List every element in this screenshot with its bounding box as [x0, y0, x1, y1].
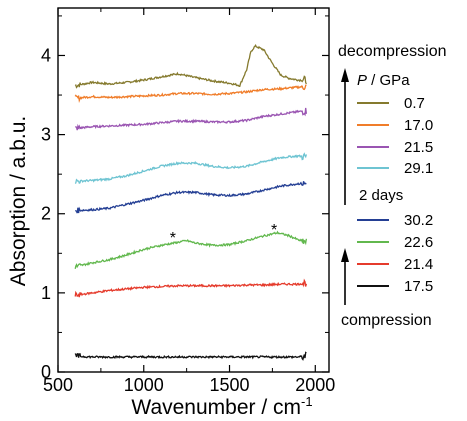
annotation-decompression: decompression	[338, 43, 447, 60]
y-tick-label: 1	[41, 283, 51, 303]
legend-label-22-6: 22.6	[404, 234, 433, 251]
x-tick-label: 2000	[295, 375, 335, 395]
plot-frame	[57, 7, 330, 373]
peak-marker: *	[170, 230, 176, 247]
legend-label-29-1: 29.1	[404, 160, 433, 177]
x-tick-label: 500	[43, 375, 73, 395]
y-tick-label: 4	[41, 45, 51, 65]
y-tick-label: 3	[41, 125, 51, 145]
legend-label-21-4: 21.4	[404, 256, 433, 273]
series-line-22-6	[74, 230, 308, 269]
x-tick-label: 1000	[124, 375, 164, 395]
series-line-29-1	[74, 152, 308, 184]
compression-arrow-head	[341, 248, 349, 262]
decompression-arrow-head	[341, 68, 349, 82]
legend: decompression P / GPa 0.7 17.0 21.5 29.12 day…	[338, 43, 447, 329]
legend-label-30-2: 30.2	[404, 212, 433, 229]
annotation-2-days: 2 days	[359, 187, 403, 204]
legend-title: P / GPa	[357, 72, 410, 89]
legend-label-17-5: 17.5	[404, 278, 433, 295]
series-line-0-7	[74, 43, 307, 89]
x-tick-label: 1500	[209, 375, 249, 395]
legend-label-0-7: 0.7	[404, 95, 425, 112]
legend-label-21-5: 21.5	[404, 139, 433, 156]
axes: 500 1000 1500 2000 0 1 2 3 4	[41, 7, 335, 395]
series-line-30-2	[74, 181, 307, 214]
annotation-compression: compression	[341, 312, 432, 329]
plot-area: * *	[74, 43, 308, 361]
legend-label-17-0: 17.0	[404, 117, 433, 134]
peak-marker: *	[271, 222, 277, 239]
series-line-17-0	[74, 84, 307, 103]
y-tick-label: 0	[41, 362, 51, 382]
series-line-21-5	[75, 107, 308, 131]
y-axis-title: Absorption / a.b.u.	[7, 116, 30, 286]
series-line-21-4	[74, 278, 308, 298]
series-line-17-5	[74, 351, 307, 361]
y-tick-label: 2	[41, 204, 51, 224]
x-axis-title: Wavenumber / cm-1	[131, 394, 312, 419]
